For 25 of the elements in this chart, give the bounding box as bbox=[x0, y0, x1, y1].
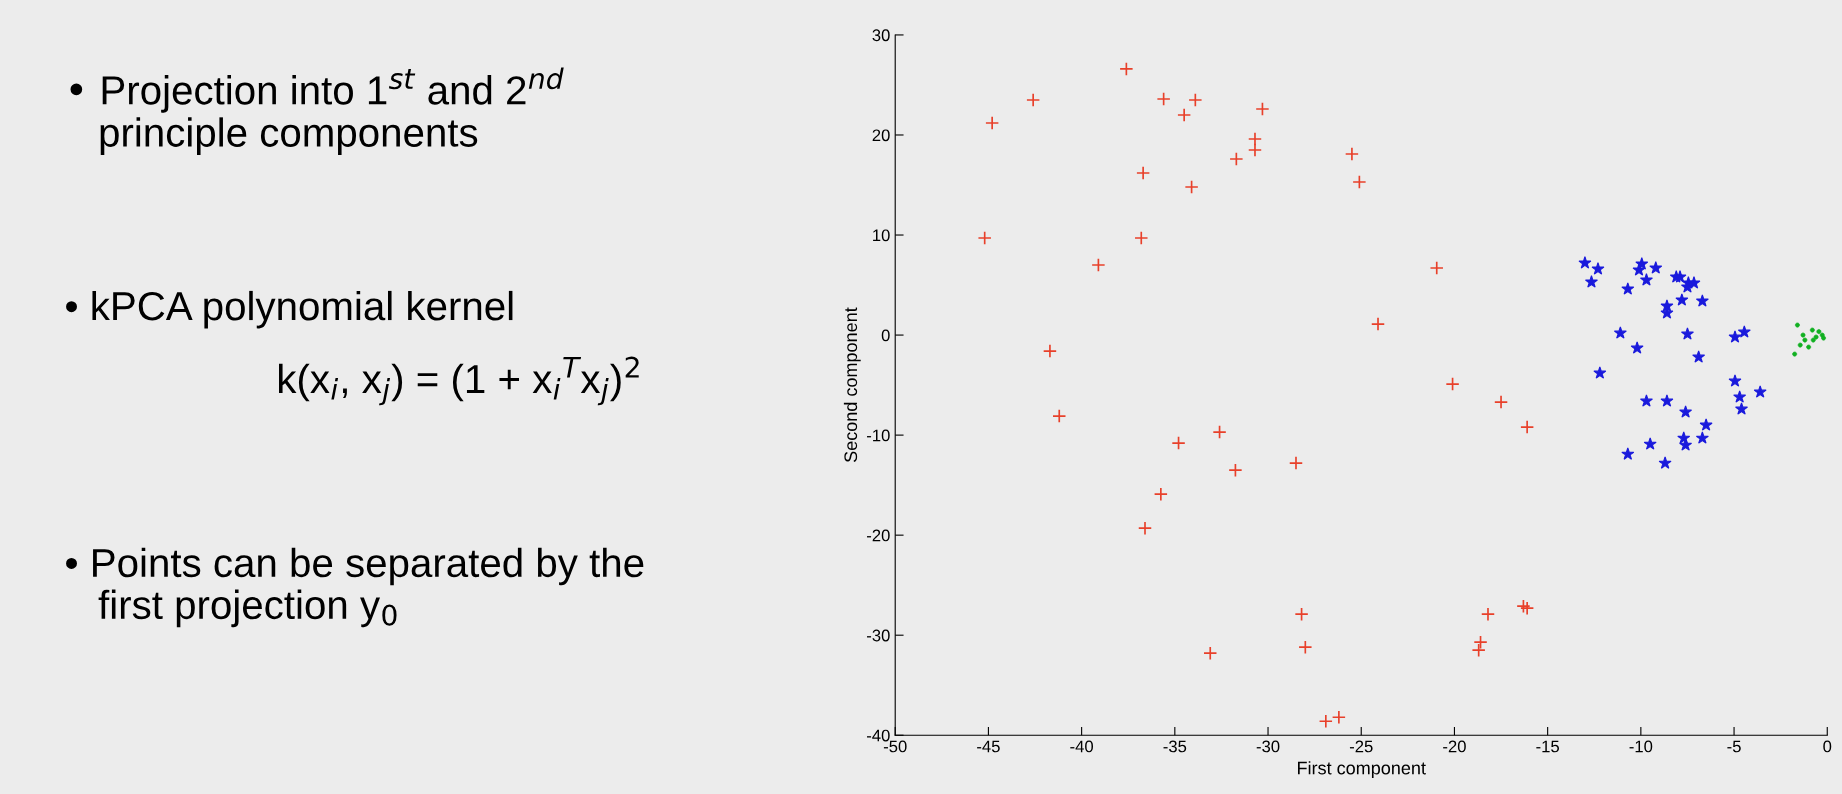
x-tick-label: -50 bbox=[883, 740, 907, 753]
y-tick-label: 0 bbox=[881, 329, 890, 342]
y-axis-title: Second component bbox=[843, 307, 861, 463]
y-tick-label: 20 bbox=[872, 129, 890, 142]
y-tick-label: -30 bbox=[867, 629, 890, 642]
x-tick-label: -10 bbox=[1629, 740, 1653, 753]
x-tick-label: -35 bbox=[1163, 740, 1187, 753]
x-tick-label: -45 bbox=[977, 740, 1000, 753]
x-tick-label: -20 bbox=[1443, 740, 1466, 753]
x-tick-label: -40 bbox=[1070, 740, 1094, 753]
y-tick-label: -40 bbox=[867, 729, 890, 742]
x-axis-title: First component bbox=[1298, 761, 1426, 779]
text: k(x$_{i}$, x$_{j}$) = (1 + x$_{i}$$^{T}$x$_{j}$)$^{2}$ bbox=[279, 356, 639, 406]
y-tick-label: -10 bbox=[867, 429, 890, 442]
x-tick-label: 0 bbox=[1823, 740, 1832, 753]
text: • kPCA polynomial kernel bbox=[66, 290, 513, 329]
x-tick-label: -30 bbox=[1256, 740, 1280, 753]
y-tick-label: 30 bbox=[872, 29, 890, 42]
y-tick-label: 10 bbox=[873, 229, 890, 242]
text: • Points can be separated by the first projection y$_{0}$ bbox=[66, 547, 644, 628]
x-tick-label: -25 bbox=[1349, 740, 1373, 753]
x-tick-label: -5 bbox=[1727, 740, 1741, 753]
text: • Projection into 1$^{st}$ and 2$^{nd}$ principle components bbox=[70, 67, 564, 155]
x-tick-label: -15 bbox=[1536, 740, 1559, 753]
y-tick-label: -20 bbox=[867, 529, 890, 542]
